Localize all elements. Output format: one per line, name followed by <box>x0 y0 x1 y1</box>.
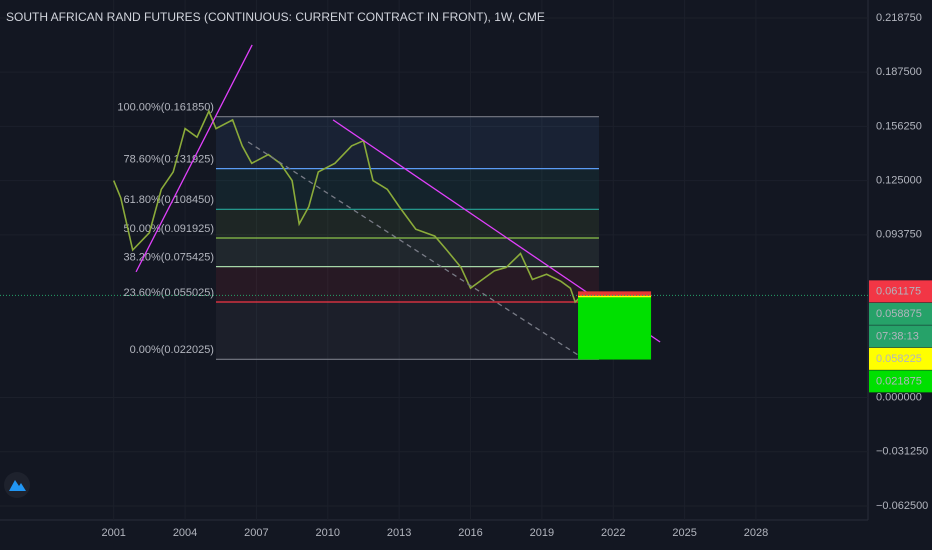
fib-band <box>215 209 599 239</box>
x-tick-label: 2016 <box>458 527 482 539</box>
fib-band <box>215 266 599 303</box>
fib-label: 50.00%(0.091925) <box>123 223 214 235</box>
price-label: 0.061175 <box>876 285 921 297</box>
x-tick-label: 2028 <box>744 527 768 539</box>
price-label: 0.021875 <box>876 375 922 387</box>
x-tick-label: 2019 <box>530 527 554 539</box>
y-tick-label: 0.000000 <box>876 391 922 403</box>
x-tick-label: 2022 <box>601 527 625 539</box>
price-line <box>112 109 583 304</box>
y-tick-label: 0.218750 <box>876 12 922 24</box>
fib-band <box>215 302 599 360</box>
fib-band <box>215 168 599 210</box>
fib-label: 38.20%(0.075425) <box>123 252 214 264</box>
price-label-box <box>869 347 932 370</box>
price-label: 07:38:13 <box>876 330 919 342</box>
fib-band <box>215 116 599 169</box>
trend-line <box>135 44 253 273</box>
stop-zone <box>578 291 652 297</box>
fib-band <box>215 238 599 267</box>
fib-label: 100.00%(0.161850) <box>117 102 214 114</box>
x-tick-label: 2004 <box>173 527 197 539</box>
price-label-box <box>869 370 932 393</box>
fib-label: 78.60%(0.131925) <box>123 154 214 166</box>
fib-label: 23.60%(0.055025) <box>123 287 214 299</box>
y-tick-label: 0.093750 <box>876 229 922 241</box>
y-tick-label: −0.062500 <box>876 500 928 512</box>
x-tick-label: 2025 <box>672 527 696 539</box>
y-tick-label: 0.187500 <box>876 66 922 78</box>
logo-icon <box>9 480 26 491</box>
price-label: 0.058225 <box>876 353 922 365</box>
x-tick-label: 2001 <box>101 527 125 539</box>
trend-line <box>247 141 579 356</box>
price-label: 0.058875 <box>876 308 922 320</box>
fib-label: 61.80%(0.108450) <box>123 194 214 206</box>
target-zone <box>578 296 652 360</box>
plot: 100.00%(0.161850) 78.60%(0.131925) 61.80%(… <box>0 44 868 360</box>
y-tick-label: −0.031250 <box>876 446 928 458</box>
x-tick-label: 2007 <box>244 527 268 539</box>
price-label-box <box>869 280 932 303</box>
y-tick-label: 0.125000 <box>876 175 922 187</box>
x-tick-label: 2010 <box>316 527 340 539</box>
fib-label: 0.00%(0.022025) <box>130 344 214 356</box>
price-label-box <box>869 302 932 325</box>
logo[interactable] <box>4 472 30 498</box>
x-tick-label: 2013 <box>387 527 411 539</box>
chart-title: SOUTH AFRICAN RAND FUTURES (CONTINUOUS: … <box>6 10 545 24</box>
price-label-box <box>869 325 932 348</box>
y-tick-label: 0.156250 <box>876 120 922 132</box>
